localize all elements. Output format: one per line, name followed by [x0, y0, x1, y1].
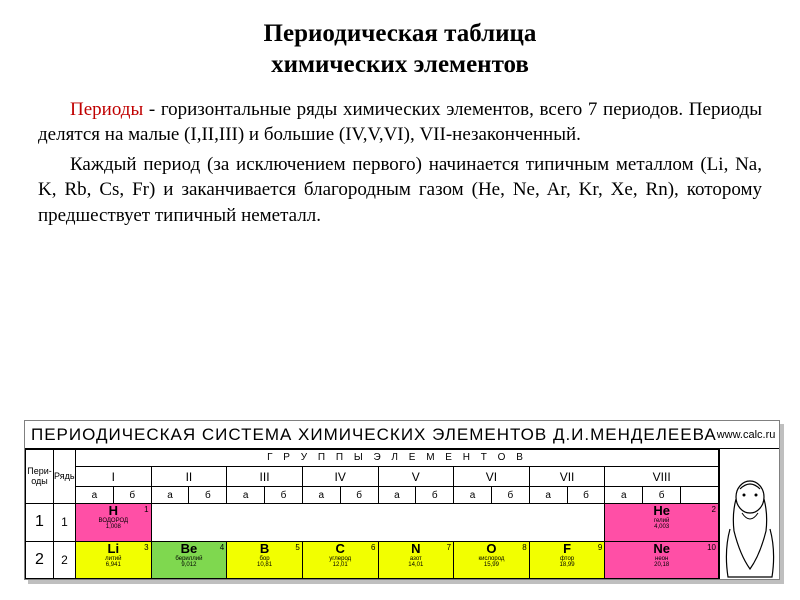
cell-Li: 3Liлитий6,941 [76, 541, 152, 578]
cell-B: 5Bбор10,81 [227, 541, 303, 578]
row-1: 1 [54, 504, 76, 541]
paragraph-2: Каждый период (за исключением первого) н… [38, 152, 762, 229]
cell-He: 2Heгелий4,003 [605, 504, 719, 541]
grid-wrap: Пери-оды Ряды Г Р У П П Ы Э Л Е М Е Н Т … [25, 449, 779, 579]
para1-rest: - горизонтальные ряды химических элемент… [38, 99, 762, 146]
cell-N: 7Nазот14,01 [378, 541, 454, 578]
page-title: Периодическая таблица химических элемент… [38, 18, 762, 81]
col-periods: Пери-оды [26, 450, 54, 504]
portrait-icon [722, 459, 778, 579]
cell-Be: 4Beбериллий9,012 [151, 541, 227, 578]
period-1-row: 1 1 1HВОДОРОД1,008 2Heгелий4,003 [26, 504, 719, 541]
groups-label: Г Р У П П Ы Э Л Е М Е Н Т О В [76, 450, 719, 467]
group-VII: VII [529, 466, 605, 487]
group-VI: VI [454, 466, 530, 487]
group-IV: IV [302, 466, 378, 487]
figure-title: ПЕРИОДИЧЕСКАЯ СИСТЕМА ХИМИЧЕСКИХ ЭЛЕМЕНТ… [25, 425, 717, 445]
empty-1 [151, 504, 605, 541]
periodic-grid: Пери-оды Ряды Г Р У П П Ы Э Л Е М Е Н Т … [25, 449, 719, 579]
period-1: 1 [26, 504, 54, 541]
ab-row: аб аб аб аб аб аб аб аб [26, 487, 719, 504]
row-2: 2 [54, 541, 76, 578]
figure-url: www.calc.ru [717, 429, 780, 441]
cell-O: 8Oкислород15,99 [454, 541, 530, 578]
group-II: II [151, 466, 227, 487]
col-rows: Ряды [54, 450, 76, 504]
title-line1: Периодическая таблица [264, 20, 537, 47]
accent-word: Периоды [70, 99, 143, 120]
paragraph-1: Периоды - горизонтальные ряды химических… [38, 97, 762, 148]
cell-H: 1HВОДОРОД1,008 [76, 504, 152, 541]
title-line2: химических элементов [271, 51, 529, 78]
group-III: III [227, 466, 303, 487]
cell-Ne: 10Neнеон20,18 [605, 541, 719, 578]
roman-row: I II III IV V VI VII VIII [26, 466, 719, 487]
figure-header: ПЕРИОДИЧЕСКАЯ СИСТЕМА ХИМИЧЕСКИХ ЭЛЕМЕНТ… [25, 421, 779, 449]
group-V: V [378, 466, 454, 487]
group-I: I [76, 466, 152, 487]
cell-F: 9Fфтор18,99 [529, 541, 605, 578]
period-2: 2 [26, 541, 54, 578]
mendeleev-portrait [719, 449, 779, 579]
period-2-row: 2 2 3Liлитий6,941 4Beбериллий9,012 5Bбор… [26, 541, 719, 578]
cell-C: 6Cуглерод12,01 [302, 541, 378, 578]
periodic-table-figure: ПЕРИОДИЧЕСКАЯ СИСТЕМА ХИМИЧЕСКИХ ЭЛЕМЕНТ… [24, 420, 780, 580]
group-VIII: VIII [605, 466, 719, 487]
